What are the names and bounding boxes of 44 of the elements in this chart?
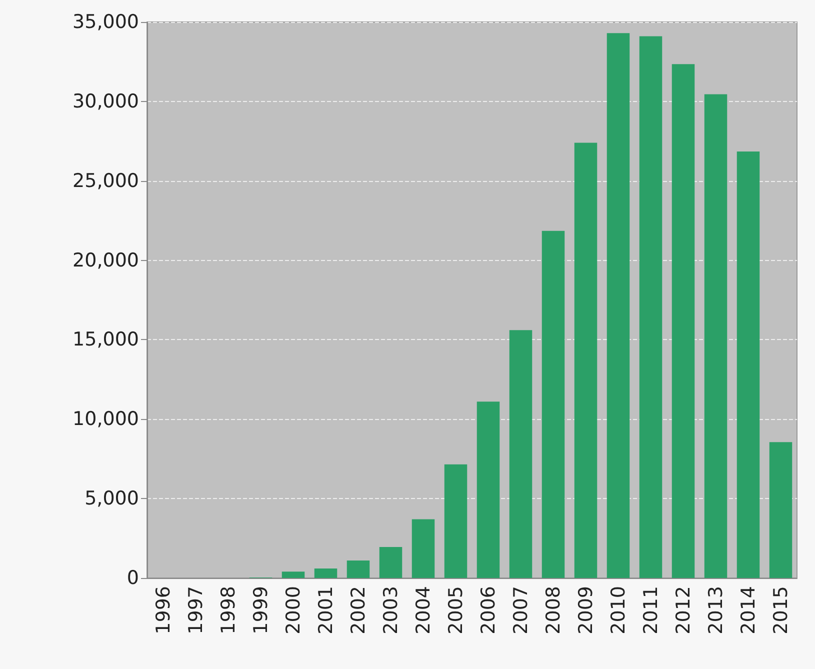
bar (346, 560, 370, 578)
bar (606, 33, 630, 578)
bar (412, 519, 435, 578)
x-tick-label: 2015 (770, 586, 792, 634)
y-tick-label: 35,000 (72, 11, 139, 33)
y-tick-label: 0 (126, 567, 139, 589)
x-tick-label: 2001 (314, 586, 337, 634)
x-tick-label: 2013 (704, 586, 727, 634)
bar (509, 330, 532, 578)
bar (672, 64, 695, 578)
x-tick-label: 2011 (640, 586, 662, 634)
bar (444, 464, 468, 578)
x-tick-label: 2009 (574, 586, 597, 634)
x-tick-label: 1996 (152, 586, 174, 634)
y-tick-label: 30,000 (72, 90, 139, 112)
x-tick-label: 2000 (282, 586, 304, 634)
x-tick-label: 2005 (444, 586, 467, 634)
x-tick-label: 1997 (184, 586, 207, 634)
bar (574, 142, 598, 578)
y-tick-label: 15,000 (72, 328, 139, 351)
x-tick-label: 2012 (672, 586, 694, 634)
bar (704, 94, 728, 578)
x-tick-label: 2008 (542, 586, 564, 634)
x-tick-label: 2003 (380, 586, 402, 634)
y-tick-label: 20,000 (72, 249, 139, 272)
bar (379, 547, 402, 578)
bar (314, 568, 338, 578)
bar (769, 442, 792, 578)
bar (282, 572, 305, 578)
x-tick-label: 2010 (607, 586, 630, 634)
x-tick-label: 2006 (477, 586, 500, 634)
y-tick-label: 5,000 (84, 488, 139, 510)
x-tick-label: 1999 (250, 586, 272, 634)
y-tick-label: 10,000 (72, 408, 139, 430)
x-tick-label: 2007 (510, 586, 532, 634)
y-tick-label: 25,000 (72, 170, 139, 192)
bar (639, 36, 662, 578)
bar (542, 230, 565, 578)
x-tick-label: 1998 (217, 586, 240, 634)
x-tick-label: 2014 (737, 586, 760, 634)
bar (736, 151, 760, 578)
bar (476, 402, 500, 578)
x-tick-label: 2002 (347, 586, 370, 634)
x-tick-label: 2004 (412, 586, 434, 634)
